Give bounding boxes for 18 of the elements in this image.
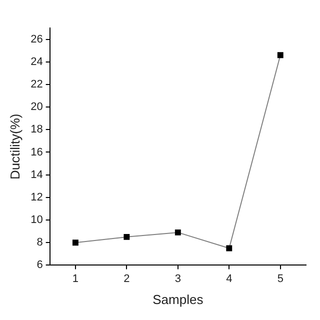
y-tick-label: 26	[30, 33, 43, 46]
y-tick-label: 8	[36, 236, 43, 249]
y-tick-label: 20	[30, 101, 43, 114]
y-tick-label: 24	[30, 56, 43, 68]
x-tick-label: 4	[226, 272, 232, 285]
x-axis-title: Samples	[152, 292, 204, 307]
y-tick-label: 22	[30, 78, 43, 91]
x-tick-label: 1	[72, 272, 79, 285]
y-tick-label: 6	[36, 259, 43, 272]
x-tick-label: 5	[277, 272, 284, 285]
y-axis-title: Ductility(%)	[7, 114, 22, 180]
y-tick-label: 12	[30, 191, 43, 204]
y-tick-label: 14	[30, 168, 43, 181]
y-tick-label: 18	[30, 124, 43, 136]
x-tick-label: 2	[124, 272, 130, 285]
y-tick-label: 10	[30, 214, 43, 226]
x-tick-label: 3	[174, 272, 181, 285]
y-tick-label: 16	[30, 146, 43, 158]
